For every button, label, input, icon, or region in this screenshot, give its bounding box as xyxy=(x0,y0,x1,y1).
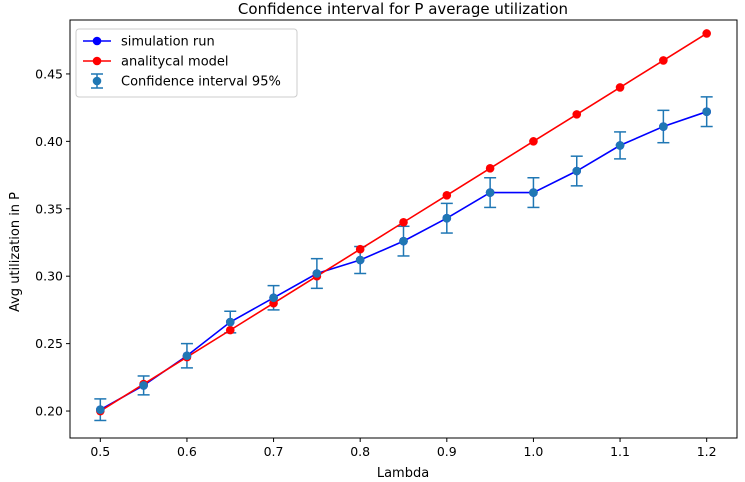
plot-frame xyxy=(69,19,738,439)
series-point-2 xyxy=(572,110,582,119)
error-center-point xyxy=(269,293,278,303)
y-axis-title: Avg utilization in P xyxy=(8,192,23,312)
error-center-point xyxy=(702,107,711,116)
error-center-point xyxy=(659,122,668,131)
series-point-2 xyxy=(442,190,452,200)
series-point-2 xyxy=(399,217,408,227)
plot-area xyxy=(69,19,738,439)
error-center-point xyxy=(355,255,365,265)
legend-label: simulation run xyxy=(121,35,215,50)
series-point-2 xyxy=(702,29,711,38)
series-point-2 xyxy=(355,244,365,254)
y-tick-label: 0.20 xyxy=(35,404,63,419)
series-line-1 xyxy=(99,110,707,411)
error-center-point xyxy=(225,317,235,327)
y-tick-label: 0.45 xyxy=(35,66,63,81)
y-tick-label: 0.40 xyxy=(35,134,63,149)
y-tick-label: 0.25 xyxy=(35,336,63,351)
x-tick-label: 0.7 xyxy=(264,444,284,459)
legend-label: Confidence interval 95% xyxy=(121,75,281,90)
x-tick-label: 1.0 xyxy=(523,444,543,459)
series-point-2 xyxy=(615,83,625,92)
legend-marker xyxy=(92,36,102,46)
error-center-point xyxy=(312,269,322,278)
error-center-point xyxy=(139,381,148,390)
x-tick-label: 1.1 xyxy=(610,444,630,459)
series-point-2 xyxy=(529,137,538,146)
x-tick-label: 0.5 xyxy=(90,444,110,459)
legend-items: simulation run analitycal model Confidence… xyxy=(83,35,281,90)
series-point-2 xyxy=(225,325,235,335)
legend-label: analitycal model xyxy=(121,55,229,70)
y-tick-label: 0.35 xyxy=(35,201,63,216)
error-center-point xyxy=(572,166,582,176)
error-center-point xyxy=(615,141,625,150)
error-center-point xyxy=(529,188,538,197)
series-point-2 xyxy=(659,56,668,65)
chart-title: Confidence interval for P average utiliz… xyxy=(238,0,568,18)
x-tick-label: 0.8 xyxy=(350,444,370,459)
x-axis: 0.5 0.6 0.7 0.8 0.9 1.0 1.1 1.2 xyxy=(90,438,717,459)
y-tick-label: 0.30 xyxy=(35,269,63,284)
x-axis-title: Lambda xyxy=(377,466,429,481)
error-center-point xyxy=(182,351,192,361)
legend: simulation run analitycal model Confidence… xyxy=(75,28,298,98)
legend-marker xyxy=(92,56,102,66)
y-axis: 0.20 0.25 0.30 0.35 0.40 0.45 xyxy=(35,66,70,419)
x-tick-label: 0.6 xyxy=(177,444,197,459)
x-tick-label: 1.2 xyxy=(697,444,717,459)
series-point-2 xyxy=(485,164,495,173)
error-center-point xyxy=(399,236,408,246)
error-center-point xyxy=(485,188,495,197)
legend-frame xyxy=(75,28,298,98)
error-center-point xyxy=(442,213,452,223)
legend-marker xyxy=(92,76,102,86)
error-center-point xyxy=(96,405,105,414)
x-tick-label: 0.9 xyxy=(437,444,457,459)
